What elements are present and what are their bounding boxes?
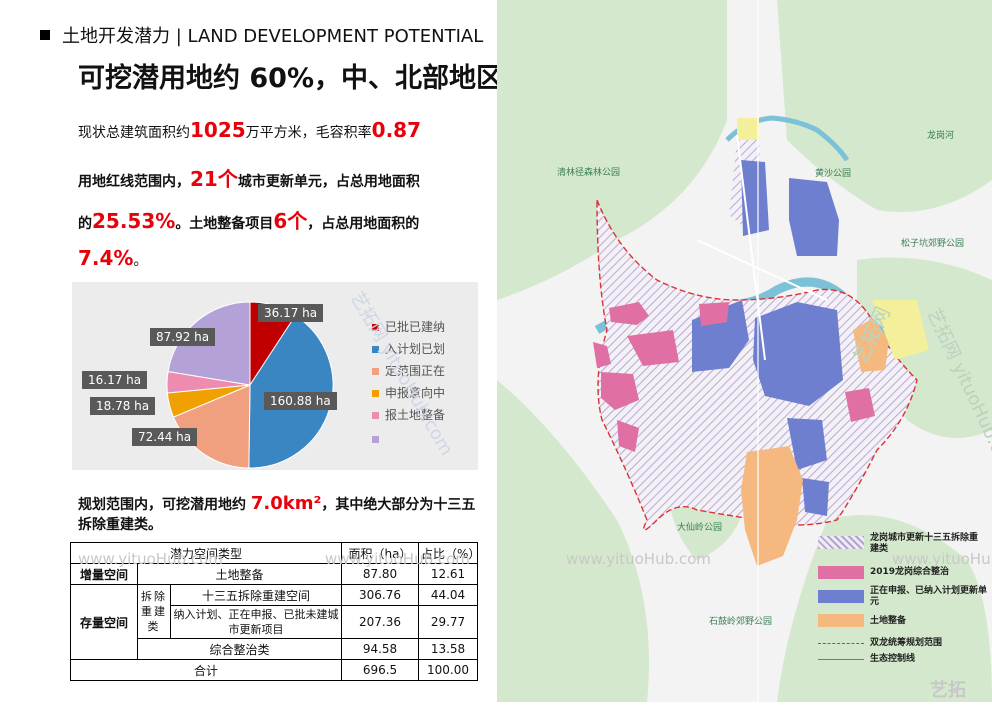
map-legend-text: 土地整备	[870, 616, 907, 626]
planning-map: 清林径森林公园 黄沙公园 龙岗河 松子坑郊野公园 大仙岭公园 石鼓岭郊野公园	[497, 0, 992, 702]
table-cell: 合计	[70, 659, 342, 681]
table-header: 面积（ha）	[341, 542, 419, 564]
table-cell: 696.5	[341, 659, 419, 681]
legend-item: 报土地整备	[372, 406, 445, 423]
summary-line-4: 7.4%。	[78, 246, 147, 270]
map-legend-text: 龙岗城市更新十三五拆除重建类	[870, 533, 979, 554]
legend-swatch-boundary	[818, 643, 864, 644]
table-cell: 29.77	[418, 605, 478, 639]
watermark-logo: 艺拓	[930, 680, 966, 701]
table-header-row: 潜力空间类型 面积（ha） 占比（%）	[70, 542, 480, 564]
text: 万平方米，毛容积率	[245, 125, 372, 141]
text: 用地红线范围内，	[78, 174, 190, 190]
potential-text: 规划范围内，可挖潜用地约 7.0km²，其中绝大部分为十三五拆除重建类。	[78, 494, 478, 535]
total-floor-area: 1025	[190, 118, 246, 142]
pie-label-2: 72.44 ha	[132, 428, 198, 446]
legend-swatch-hatch	[818, 536, 864, 549]
legend-text: 已批已建纳	[385, 320, 446, 334]
map-legend-text: 生态控制线	[870, 654, 916, 664]
summary-line-2: 用地红线范围内，21个城市更新单元，占总用地面积	[78, 163, 420, 192]
legend-swatch-pink	[818, 566, 864, 579]
text: ，占总用地面积的	[307, 216, 420, 232]
watermark: www.yituoHub.com	[78, 550, 223, 568]
pie-chart-panel: 36.17 ha 160.88 ha 72.44 ha 18.78 ha 16.…	[72, 282, 478, 470]
map-label: 松子坑郊野公园	[901, 239, 965, 249]
table-cell: 存量空间	[70, 584, 138, 660]
text: ，其中绝大部分为十三五拆除重建类。	[78, 497, 476, 533]
map-label: 清林径森林公园	[557, 168, 621, 178]
pie-slice-2	[172, 384, 251, 469]
summary-line-1: 现状总建筑面积约1025万平方米，毛容积率0.87	[78, 118, 421, 142]
legend-text: 报土地整备	[385, 408, 446, 422]
legend-item: 申报意向中	[372, 384, 445, 401]
text: 规划范围内，可挖潜用地约	[78, 497, 251, 513]
watermark: www.yituoHub.com	[325, 550, 470, 568]
table-cell: 100.00	[418, 659, 478, 681]
renewal-unit-count: 21个	[190, 167, 238, 191]
legend-swatch-blue	[818, 590, 864, 603]
legend-swatch-orange	[818, 614, 864, 627]
legend-item	[372, 432, 385, 446]
map-legend-text: 2019龙岗综合整治	[870, 567, 950, 577]
map-graphic	[497, 0, 992, 702]
text: 现状总建筑面积约	[78, 125, 190, 141]
map-label: 大仙岭公园	[677, 523, 723, 533]
pie-label-0: 36.17 ha	[258, 304, 324, 322]
table-cell: 44.04	[418, 584, 478, 606]
legend-item: 定范围正在	[372, 362, 445, 379]
potential-table: 潜力空间类型 面积（ha） 占比（%） 增量空间 土地整备 87.80 12.6…	[70, 542, 480, 681]
legend-item: 已批已建纳	[372, 318, 445, 335]
map-label: 黄沙公园	[815, 169, 852, 179]
summary-line-3: 的25.53%。土地整备项目6个，占总用地面积的	[78, 205, 419, 234]
table-cell: 13.58	[418, 638, 478, 660]
text: 的	[78, 216, 92, 232]
text: 。	[133, 253, 148, 269]
table-cell: 拆除重建类	[137, 584, 171, 639]
table-cell: 十三五拆除重建空间	[170, 584, 342, 606]
header-bullet	[40, 30, 50, 40]
pie-label-3: 18.78 ha	[90, 397, 156, 415]
pie-label-4: 16.17 ha	[82, 371, 148, 389]
consolidation-count: 6个	[273, 209, 308, 233]
table-row: 纳入计划、正在申报、已批未建城市更新项目 207.36 29.77	[71, 605, 478, 639]
table-cell: 增量空间	[70, 563, 138, 585]
legend-swatch-eco-line	[818, 659, 864, 660]
consolidation-share: 7.4%	[78, 246, 134, 270]
text: 城市更新单元，占总用地面积	[237, 174, 420, 190]
legend-item: 入计划已划	[372, 340, 445, 357]
watermark: www.yituoHub.co	[892, 550, 992, 568]
page-title: 土地开发潜力 | LAND DEVELOPMENT POTENTIAL	[62, 26, 484, 47]
table-cell: 306.76	[341, 584, 419, 606]
pie-chart	[166, 301, 334, 469]
table-cell: 207.36	[341, 605, 419, 639]
pie-label-1: 160.88 ha	[264, 392, 337, 410]
table-cell: 纳入计划、正在申报、已批未建城市更新项目	[170, 605, 342, 639]
text: 。土地整备项目	[175, 216, 274, 232]
potential-area: 7.0km²	[250, 493, 322, 514]
pie-label-5: 87.92 ha	[150, 328, 216, 346]
table-cell: 综合整治类	[137, 638, 342, 660]
table-row: 合计 696.5 100.00	[70, 659, 478, 681]
plot-ratio: 0.87	[371, 118, 422, 142]
legend-text: 申报意向中	[385, 386, 446, 400]
legend-text: 定范围正在	[385, 364, 446, 378]
map-legend-text: 正在申报、已纳入计划更新单元	[870, 586, 988, 607]
map-label: 龙岗河	[927, 131, 955, 141]
table-cell: 94.58	[341, 638, 419, 660]
map-legend-text: 双龙统筹规划范围	[870, 638, 943, 648]
watermark: www.yituoHub.com	[566, 550, 711, 568]
legend-text: 入计划已划	[385, 342, 446, 356]
table-row: 存量空间 拆除重建类 十三五拆除重建空间 306.76 44.04	[70, 584, 478, 660]
renewal-share: 25.53%	[92, 209, 176, 233]
map-label: 石鼓岭郊野公园	[709, 617, 773, 627]
